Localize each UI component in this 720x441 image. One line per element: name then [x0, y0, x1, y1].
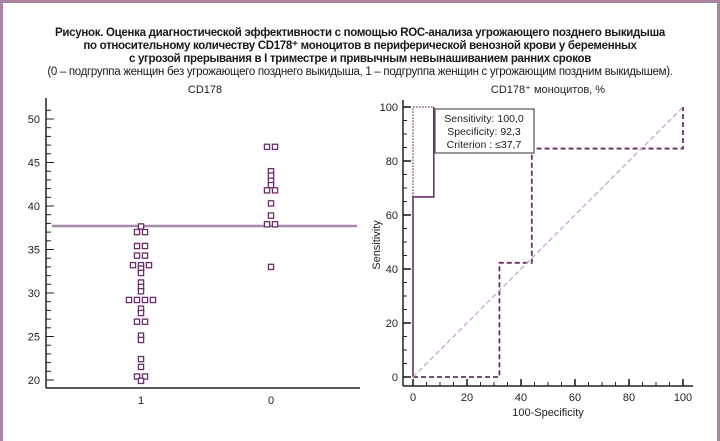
data-point: [137, 377, 145, 385]
dot-y-tick-label: 40: [28, 201, 40, 213]
caption-line-4: (0 – подгруппа женщин без угрожающего по…: [47, 66, 673, 78]
data-point: [267, 200, 275, 207]
data-point: [263, 143, 271, 151]
data-point: [149, 296, 157, 304]
caption-line-3: с угрозой прерывания в I триместре и при…: [128, 53, 592, 65]
data-point: [133, 296, 141, 304]
data-point: [267, 263, 275, 271]
annotation-criterion: Criterion : ≤37,7: [447, 139, 522, 151]
data-point: [133, 373, 141, 380]
annotation-sensitivity: Sensitivity: 100,0: [444, 113, 524, 125]
roc-series-ci-upper: [412, 106, 434, 197]
data-point: [141, 318, 149, 325]
annotation-specificity: Specificity: 92,3: [447, 126, 521, 138]
roc-x-tick-label: 80: [623, 392, 635, 404]
data-point: [271, 187, 279, 194]
roc-series-roc: [412, 107, 435, 377]
data-point: [137, 269, 145, 277]
data-point: [137, 336, 145, 344]
roc-y-tick-label: 0: [392, 372, 398, 384]
data-point: [125, 296, 133, 304]
data-point: [141, 373, 149, 380]
data-point: [141, 252, 149, 259]
data-point: [137, 309, 145, 317]
data-point: [141, 242, 149, 250]
dot-y-tick-label: 20: [28, 375, 40, 387]
data-point: [137, 363, 145, 371]
data-point: [271, 221, 279, 228]
dot-y-tick-label: 50: [28, 114, 40, 126]
data-point: [133, 252, 141, 259]
caption-line-2: по относительному количеству CD178⁺ моно…: [83, 40, 637, 52]
data-point: [267, 181, 275, 189]
data-point: [145, 261, 153, 269]
figure-caption: Рисунок. Оценка диагностической эффектив…: [0, 27, 720, 79]
roc-y-tick-label: 40: [386, 264, 398, 276]
roc-x-tick-label: 60: [569, 392, 581, 404]
roc-x-label: 100-Specificity: [512, 407, 584, 419]
roc-x-tick-label: 20: [461, 392, 473, 404]
dot-y-tick-label: 30: [28, 288, 40, 300]
data-point: [141, 296, 149, 304]
dot-x-tick-label: 0: [268, 395, 274, 407]
roc-y-tick-label: 100: [380, 102, 398, 114]
data-point: [263, 221, 271, 228]
roc-y-tick-label: 80: [386, 156, 398, 168]
data-point: [129, 261, 137, 269]
data-point: [133, 242, 141, 250]
data-point: [267, 172, 275, 179]
roc-chart-title: CD178⁺ моноцитов, %: [491, 84, 605, 96]
dot-x-tick-label: 1: [138, 395, 144, 407]
dot-y-tick-label: 25: [28, 332, 40, 344]
roc-y-tick-label: 20: [386, 318, 398, 330]
roc-series-ci-lower: [413, 107, 684, 378]
data-point: [137, 288, 145, 295]
dot-y-tick-label: 45: [28, 158, 40, 170]
roc-x-tick-label: 40: [515, 392, 527, 404]
data-point: [133, 228, 141, 236]
roc-y-tick-label: 60: [386, 210, 398, 222]
data-point: [271, 143, 279, 151]
data-point: [267, 212, 275, 219]
roc-x-tick-label: 0: [410, 392, 416, 404]
data-point: [141, 228, 149, 236]
dot-chart-title: CD178: [188, 84, 222, 96]
dot-y-tick-label: 35: [28, 245, 40, 257]
data-point: [137, 223, 145, 230]
data-point: [133, 318, 141, 325]
data-point: [263, 187, 271, 194]
roc-x-tick-label: 100: [674, 392, 692, 404]
data-point: [137, 355, 145, 363]
roc-y-label: Sensitivity: [371, 220, 383, 270]
criterion-box: [434, 108, 535, 154]
caption-line-1: Рисунок. Оценка диагностической эффектив…: [55, 27, 665, 39]
